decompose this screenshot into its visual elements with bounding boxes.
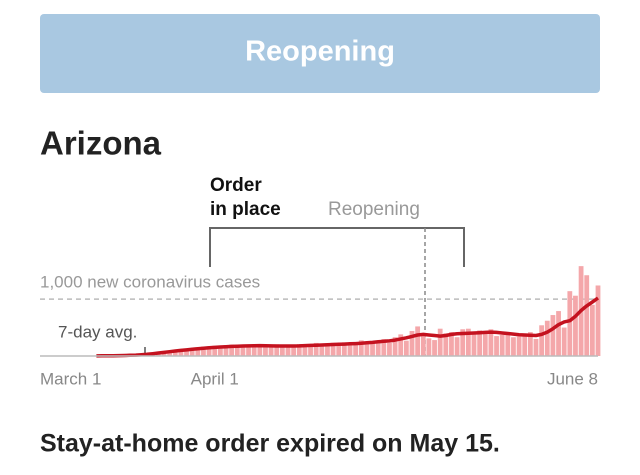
order-label: Order	[210, 175, 262, 196]
bar	[584, 275, 589, 356]
bar	[269, 346, 274, 356]
bar	[438, 329, 443, 356]
x-tick-label: March 1	[40, 369, 101, 388]
bar	[556, 311, 561, 356]
banner-text: Reopening	[245, 36, 395, 68]
bar	[573, 296, 578, 356]
bar	[404, 341, 409, 356]
bar	[263, 347, 268, 356]
bar	[387, 343, 392, 356]
bar	[421, 336, 426, 356]
x-tick-label: April 1	[191, 369, 239, 388]
bar	[348, 344, 353, 356]
bar	[505, 332, 510, 356]
bar	[545, 321, 550, 356]
order-bracket	[210, 228, 464, 267]
bar	[376, 342, 381, 356]
x-tick-label: June 8	[547, 369, 598, 388]
bar	[517, 337, 522, 356]
bar	[303, 347, 308, 356]
bar	[596, 285, 601, 356]
y-tick-label: 1,000 new coronavirus cases	[40, 273, 260, 292]
bar	[590, 305, 595, 356]
bar	[325, 346, 330, 356]
bar	[336, 345, 341, 356]
chart-title: Arizona	[40, 125, 162, 162]
bar	[511, 337, 516, 356]
bar	[235, 347, 240, 356]
bar	[365, 343, 370, 356]
bar	[427, 338, 432, 356]
bar	[280, 347, 285, 356]
footer: Stay-at-home order expired on May 15.	[40, 430, 500, 458]
bar	[432, 340, 437, 356]
bar	[567, 291, 572, 356]
bar	[415, 326, 420, 356]
bar	[494, 336, 499, 356]
bar	[500, 335, 505, 356]
bar	[483, 334, 488, 356]
bar	[455, 337, 460, 356]
order-label: in place	[210, 199, 281, 220]
reopening-label: Reopening	[328, 199, 420, 220]
bar	[551, 315, 556, 356]
bar	[534, 339, 539, 356]
bar	[257, 346, 262, 356]
bar	[539, 325, 544, 356]
bar	[241, 347, 246, 356]
bar	[562, 328, 567, 356]
avg-label: 7-day avg.	[58, 322, 137, 341]
bar	[472, 334, 477, 356]
bar	[522, 334, 527, 356]
